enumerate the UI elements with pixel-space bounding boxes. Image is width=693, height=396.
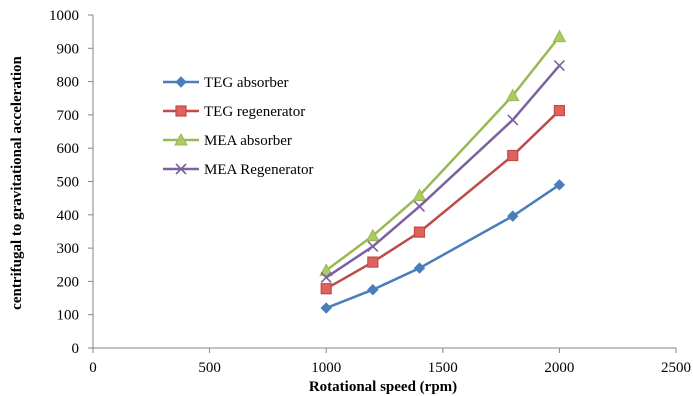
x-tick-label: 2500 bbox=[661, 360, 691, 376]
data-point bbox=[320, 271, 332, 283]
legend-item: MEA Regenerator bbox=[163, 162, 314, 178]
data-point bbox=[320, 302, 332, 314]
series-line bbox=[325, 35, 561, 272]
y-tick-label: 400 bbox=[57, 208, 80, 224]
series-layer bbox=[319, 29, 567, 314]
data-point bbox=[367, 256, 379, 268]
data-point bbox=[507, 210, 519, 222]
data-point bbox=[319, 263, 334, 276]
legend-marker bbox=[175, 105, 187, 117]
series-mea-absorber bbox=[319, 29, 567, 276]
series-line bbox=[325, 183, 561, 310]
x-tick-label: 1000 bbox=[311, 360, 341, 376]
legend-label: TEG regenerator bbox=[204, 104, 305, 120]
x-tick-label: 1500 bbox=[428, 360, 458, 376]
y-tick-label: 700 bbox=[57, 108, 80, 124]
x-tick-label: 0 bbox=[89, 360, 97, 376]
y-tick-label: 1000 bbox=[49, 8, 79, 24]
data-point bbox=[507, 149, 519, 162]
legend-marker bbox=[175, 163, 187, 175]
data-point bbox=[367, 284, 379, 296]
legend-item: MEA absorber bbox=[163, 132, 292, 149]
series-teg-regenerator bbox=[320, 104, 566, 295]
data-point bbox=[553, 60, 565, 72]
axes: 0 100 200 300 400 500 600 700 800 900 1000 0 500 1000… bbox=[49, 8, 691, 376]
data-point bbox=[505, 88, 520, 102]
y-axis-title: centrifugal to gravitational acceleratio… bbox=[9, 56, 25, 310]
y-tick-label: 900 bbox=[57, 41, 80, 57]
y-tick-label: 300 bbox=[57, 241, 80, 257]
legend-label: TEG absorber bbox=[204, 75, 289, 91]
data-point bbox=[553, 179, 566, 191]
y-tick-label: 200 bbox=[57, 274, 80, 290]
data-point bbox=[412, 188, 427, 201]
legend-marker bbox=[175, 76, 187, 88]
series-teg-absorber bbox=[320, 179, 566, 314]
data-point bbox=[320, 283, 332, 295]
data-point bbox=[553, 104, 566, 117]
legend-item: TEG regenerator bbox=[163, 104, 305, 120]
legend-label: MEA Regenerator bbox=[204, 162, 314, 178]
series-line bbox=[325, 109, 561, 290]
data-point bbox=[413, 262, 426, 274]
legend-label: MEA absorber bbox=[204, 133, 292, 149]
y-tick-label: 100 bbox=[57, 308, 80, 324]
series-mea-regenerator bbox=[320, 60, 565, 283]
legend-item: TEG absorber bbox=[163, 75, 289, 91]
y-tick-label: 800 bbox=[57, 75, 80, 91]
x-tick-label: 2000 bbox=[544, 360, 574, 376]
data-point bbox=[365, 228, 380, 242]
y-tick-label: 500 bbox=[57, 175, 80, 191]
data-point bbox=[413, 200, 426, 213]
data-point bbox=[413, 226, 426, 238]
x-axis-title: Rotational speed (rpm) bbox=[309, 379, 457, 395]
y-tick-label: 600 bbox=[57, 141, 80, 157]
y-tick-label: 0 bbox=[72, 341, 80, 357]
data-point bbox=[367, 240, 379, 253]
legend-marker bbox=[174, 132, 188, 146]
data-point bbox=[552, 29, 567, 43]
data-point bbox=[507, 114, 519, 126]
legend: TEG absorber TEG regenerator MEA absorber M… bbox=[163, 75, 314, 178]
x-tick-label: 500 bbox=[198, 360, 221, 376]
